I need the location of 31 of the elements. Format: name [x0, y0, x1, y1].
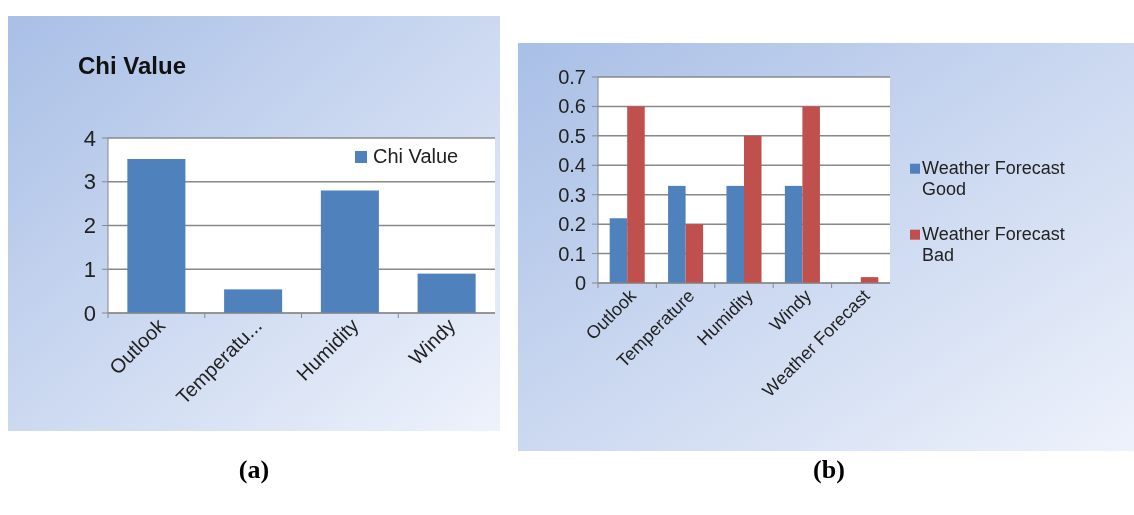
y-tick-label: 0.1 — [558, 242, 586, 265]
bar — [320, 190, 379, 313]
text: (a) — [238, 455, 270, 484]
y-tick-label: 0.6 — [558, 95, 586, 118]
bar — [127, 159, 186, 313]
y-tick-label: 4 — [83, 125, 96, 151]
bar — [417, 273, 476, 313]
bar — [726, 185, 744, 283]
y-tick-label: 0.4 — [558, 154, 586, 177]
y-tick-label: 0.3 — [558, 183, 586, 206]
y-tick-label: 0.2 — [558, 213, 586, 236]
bar — [784, 185, 803, 283]
bar — [224, 289, 283, 313]
bar — [627, 106, 645, 283]
bar — [744, 135, 762, 283]
legend-label: Weather Forecast Bad — [922, 223, 1065, 266]
legend-label: Weather Forecast Good — [922, 157, 1065, 200]
y-tick-label: 0.5 — [558, 124, 586, 147]
legend-label: Chi Value — [373, 145, 459, 167]
y-tick-label: 0.7 — [558, 66, 586, 88]
y-tick-label: 3 — [83, 169, 96, 195]
y-tick-label: 1 — [83, 256, 96, 282]
y-tick-label: 0 — [574, 272, 586, 294]
bar — [668, 185, 686, 283]
bar — [609, 218, 628, 283]
bar — [802, 106, 820, 283]
y-tick-label: 0 — [83, 300, 96, 326]
chart-title: Chi Value — [78, 52, 187, 79]
bar — [685, 224, 704, 283]
text: (b) — [813, 455, 845, 484]
y-tick-label: 2 — [83, 213, 96, 239]
